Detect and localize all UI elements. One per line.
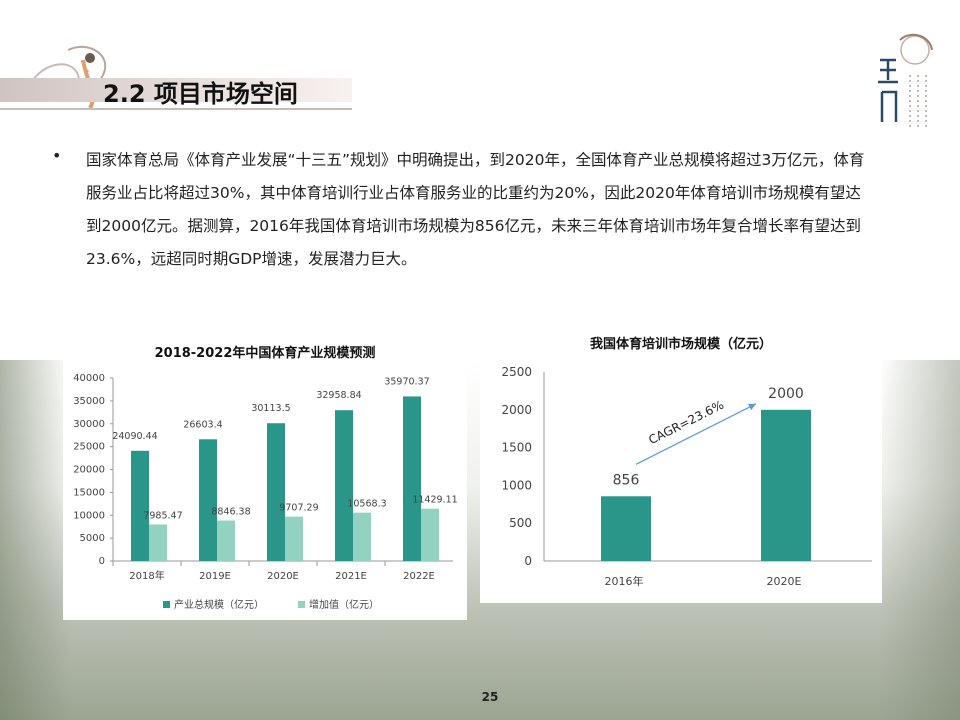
y-tick-label: 20000 — [73, 465, 105, 476]
y-tick-label: 1000 — [501, 478, 532, 492]
bar-added-value — [421, 508, 439, 561]
title-band — [0, 78, 352, 102]
data-label: 2000 — [768, 386, 804, 402]
data-label: 9707.29 — [279, 503, 318, 514]
data-label: 8846.38 — [211, 507, 250, 518]
cagr-annotation: CAGR=23.6% — [646, 398, 726, 448]
page-title: 2.2 项目市场空间 — [103, 80, 298, 108]
data-label: 856 — [613, 472, 640, 488]
brand-logo-seal — [878, 33, 933, 130]
bar-training-market — [761, 409, 811, 561]
y-tick-label: 35000 — [73, 396, 105, 407]
x-tick-label: 2016年 — [605, 574, 644, 588]
data-label: 10568.3 — [347, 499, 386, 510]
y-tick-label: 0 — [524, 554, 532, 568]
bar-added-value — [149, 524, 167, 561]
legend-label: 增加值（亿元） — [309, 598, 379, 611]
landscape-left-shade — [0, 360, 70, 720]
legend-swatch — [163, 601, 170, 608]
data-label: 35970.37 — [384, 376, 429, 387]
bar-total-scale — [403, 396, 421, 561]
y-tick-label: 2500 — [501, 365, 532, 379]
legend-label: 产业总规模（亿元） — [174, 598, 264, 611]
y-tick-label: 2000 — [501, 403, 532, 417]
x-tick-label: 2020E — [267, 571, 299, 582]
training-market-chart: 我国体育培训市场规模（亿元） 0 500 1000 1500 2000 2500 856 20… — [480, 325, 882, 603]
x-tick-label: 2021E — [335, 571, 367, 582]
training-market-plot: 0 500 1000 1500 2000 2500 856 2016年 2000 2020E CAG… — [501, 365, 872, 588]
data-label: 24090.44 — [112, 431, 157, 442]
x-tick-label: 2018年 — [129, 569, 164, 582]
x-tick-label: 2019E — [199, 571, 231, 582]
chart-title: 2018-2022年中国体育产业规模预测 — [154, 346, 376, 361]
bar-added-value — [217, 520, 235, 561]
y-tick-label: 10000 — [73, 510, 105, 521]
legend-swatch — [298, 601, 305, 608]
bar-training-market — [601, 496, 651, 561]
cagr-arrow — [635, 403, 757, 465]
bar-total-scale — [131, 450, 149, 561]
landscape-right-shade — [880, 360, 960, 720]
data-label: 11429.11 — [412, 495, 457, 506]
bullet-marker: • — [52, 146, 62, 165]
bar-total-scale — [199, 439, 217, 561]
industry-scale-plot: 0 5000 10000 15000 20000 25000 30000 35000 40000… — [73, 373, 457, 611]
page-number: 25 — [481, 690, 499, 704]
y-tick-label: 0 — [99, 556, 105, 567]
data-label: 30113.5 — [251, 403, 290, 414]
y-tick-label: 5000 — [80, 533, 105, 544]
bar-total-scale — [335, 410, 353, 561]
bar-added-value — [285, 516, 303, 561]
data-label: 7985.47 — [143, 510, 182, 521]
y-tick-label: 15000 — [73, 487, 105, 498]
bar-total-scale — [267, 423, 285, 561]
title-band-underline — [0, 108, 352, 110]
bullet-text: 国家体育总局《体育产业发展“十三五”规划》中明确提出，到2020年，全国体育产业… — [86, 151, 865, 268]
x-tick-label: 2020E — [767, 575, 802, 588]
y-tick-label: 1500 — [501, 441, 532, 455]
data-label: 32958.84 — [316, 390, 361, 401]
data-label: 26603.4 — [183, 419, 222, 430]
x-tick-label: 2022E — [403, 571, 435, 582]
chart-title: 我国体育培训市场规模（亿元） — [589, 337, 772, 352]
y-tick-label: 25000 — [73, 442, 105, 453]
industry-scale-chart: 2018-2022年中国体育产业规模预测 0 5000 10000 15000 2000… — [63, 330, 467, 620]
y-tick-label: 40000 — [73, 373, 105, 384]
y-tick-label: 500 — [509, 516, 532, 530]
y-tick-label: 30000 — [73, 419, 105, 430]
bar-added-value — [353, 512, 371, 561]
